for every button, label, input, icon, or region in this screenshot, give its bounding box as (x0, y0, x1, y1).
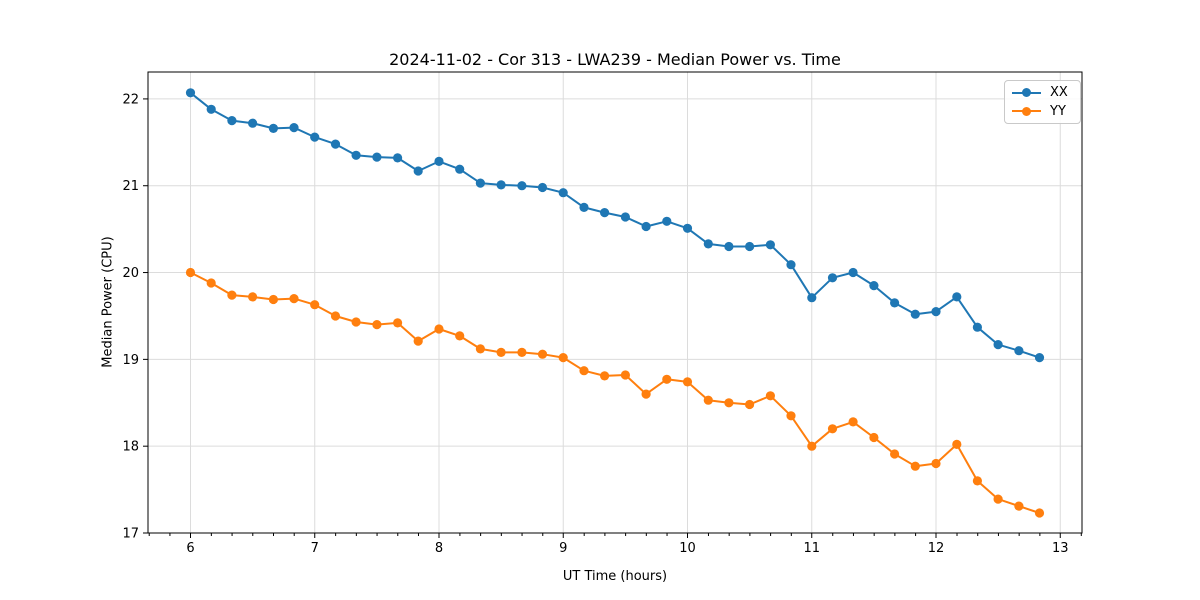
svg-text:18: 18 (122, 440, 139, 455)
svg-text:19: 19 (122, 353, 139, 368)
svg-text:17: 17 (122, 527, 139, 542)
svg-text:9: 9 (559, 541, 567, 556)
svg-text:10: 10 (679, 541, 696, 556)
svg-text:20: 20 (122, 266, 139, 281)
legend-line-marker-icon (1012, 88, 1041, 98)
legend-label: XX (1050, 85, 1068, 101)
legend-label: YY (1050, 103, 1066, 119)
svg-text:11: 11 (803, 541, 820, 556)
svg-text:13: 13 (1052, 541, 1069, 556)
legend: XX YY (1004, 80, 1081, 124)
svg-text:7: 7 (311, 541, 319, 556)
legend-item-yy: YY (1012, 103, 1073, 120)
svg-text:12: 12 (928, 541, 945, 556)
legend-item-xx: XX (1012, 84, 1073, 101)
svg-text:8: 8 (435, 541, 443, 556)
x-axis-label: UT Time (hours) (562, 569, 668, 584)
legend-line-marker-icon (1012, 106, 1041, 116)
chart-title: 2024-11-02 - Cor 313 - LWA239 - Median P… (389, 50, 841, 69)
svg-text:22: 22 (122, 92, 139, 107)
svg-text:21: 21 (122, 179, 139, 194)
svg-text:6: 6 (186, 541, 194, 556)
y-axis-label: Median Power (CPU) (100, 236, 116, 368)
